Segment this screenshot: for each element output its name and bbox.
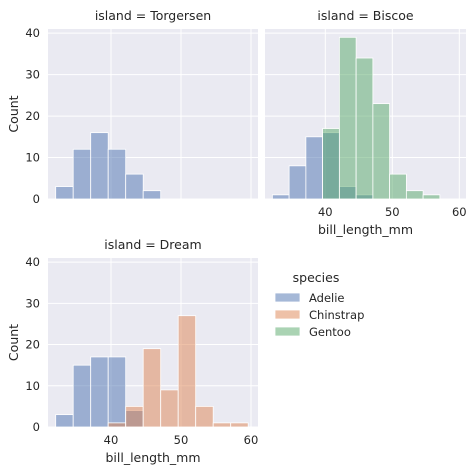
y-tick-label: 40 [25, 26, 40, 40]
histogram-bar [322, 128, 340, 200]
histogram-bar [422, 194, 441, 200]
x-tick-label: 50 [174, 433, 189, 447]
histogram-bar [195, 405, 214, 428]
legend-title: species [293, 270, 340, 285]
histogram-bar [230, 422, 249, 428]
y-tick-label: 0 [33, 192, 40, 206]
histogram-bar [160, 389, 179, 428]
legend-swatch [274, 326, 301, 337]
x-tick-label: 60 [244, 433, 259, 447]
legend-item: Chinstrap [274, 308, 364, 322]
histogram-bar [212, 422, 232, 428]
histogram-bar [125, 173, 144, 200]
panel-title: island = Torgersen [95, 8, 211, 23]
histogram-bar [177, 315, 197, 428]
histogram-bar [305, 136, 324, 200]
histogram-bar [372, 103, 391, 200]
y-tick-label: 30 [25, 296, 40, 310]
y-tick-label: 0 [33, 420, 40, 434]
histogram-bar [405, 190, 424, 200]
histogram-bar [90, 132, 109, 200]
legend-swatch [274, 292, 301, 303]
y-axis-label: Count [6, 95, 21, 132]
facet-panel: island = Torgersen 0 10 20 30 40 Count [6, 8, 258, 206]
x-tick-label: 40 [104, 433, 119, 447]
x-tick-label: 40 [318, 205, 333, 219]
histogram-bar [72, 364, 92, 428]
y-tick-label: 30 [25, 68, 40, 82]
legend-item: Gentoo [274, 325, 351, 339]
histogram-bar [107, 422, 127, 428]
histogram-bar [288, 165, 307, 200]
x-tick-label: 60 [452, 205, 467, 219]
histogram-bar [389, 173, 407, 200]
histogram-bar [107, 148, 127, 200]
x-axis-label: bill_length_mm [105, 450, 200, 465]
facet-panel: island = Dream 0 10 20 30 40 Count 40 50 60 bill_l… [6, 237, 258, 465]
y-tick-label: 10 [25, 151, 40, 165]
histogram-bar [142, 348, 162, 428]
histogram-bar [355, 57, 374, 200]
histogram-bar [107, 356, 127, 428]
legend-label: Adelie [309, 291, 345, 305]
x-axis-label: bill_length_mm [318, 222, 413, 237]
histogram-bar [142, 190, 162, 200]
histogram-bar [55, 186, 74, 200]
panel-title: island = Dream [104, 237, 201, 252]
histogram-bar [271, 194, 290, 200]
legend-swatch [274, 309, 301, 320]
panel-title: island = Biscoe [317, 8, 413, 23]
legend: species Adelie Chinstrap Gentoo [274, 270, 364, 339]
x-tick-label: 50 [385, 205, 400, 219]
histogram-bar [90, 356, 109, 428]
histogram-bar [55, 414, 74, 428]
histogram-bar [125, 405, 144, 428]
legend-label: Chinstrap [309, 308, 364, 322]
histogram-bar [338, 36, 357, 200]
facet-panel: island = Biscoe 40 50 60 bill_length_mm [265, 8, 467, 237]
histogram-bar [72, 148, 92, 200]
legend-item: Adelie [274, 291, 345, 305]
legend-label: Gentoo [309, 325, 351, 339]
y-tick-label: 20 [25, 109, 40, 123]
y-tick-label: 10 [25, 379, 40, 393]
y-axis-label: Count [6, 324, 21, 361]
y-tick-label: 40 [25, 255, 40, 269]
y-tick-label: 20 [25, 338, 40, 352]
